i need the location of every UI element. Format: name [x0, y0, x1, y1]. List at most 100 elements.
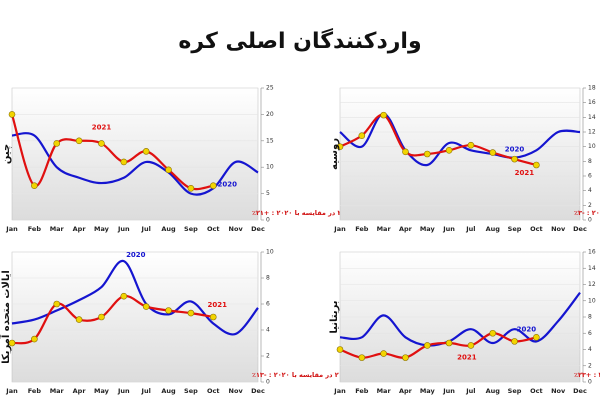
x-tick-label: Sep [184, 387, 198, 395]
data-point [75, 137, 83, 145]
y-tick-label: 8 [266, 275, 270, 282]
x-tick-label: Oct [530, 225, 543, 233]
y-tick-label: 14 [588, 265, 596, 272]
annotation: ژانویه-اکتبر ۲۰۲۱ در مقایسه با ۲۰۲۰ : +۲… [574, 371, 600, 379]
line-series [11, 259, 259, 336]
x-tick-label: Feb [28, 387, 42, 395]
data-point [165, 166, 172, 174]
y-tick-label: 8 [588, 314, 592, 321]
data-point [120, 292, 128, 300]
data-point [98, 313, 105, 321]
x-tick-label: Jun [117, 225, 130, 233]
data-point [423, 150, 431, 158]
x-tick-label: Oct [207, 387, 220, 395]
data-point [187, 185, 195, 192]
data-point [31, 182, 38, 189]
country-label: روسیه [329, 138, 340, 170]
y-tick-label: 18 [588, 85, 596, 92]
y-tick-label: 0 [588, 217, 592, 224]
x-tick-label: Nov [551, 387, 566, 395]
x-tick-label: Jan [333, 225, 346, 233]
plot-area [339, 87, 581, 221]
y-tick-label: 12 [588, 129, 596, 136]
x-tick-label: Dec [251, 387, 265, 395]
series-label: 2021 [457, 353, 477, 361]
data-point [533, 334, 540, 341]
series-label: 2020 [126, 251, 146, 259]
y-tick-label: 15 [266, 137, 274, 144]
line-series [339, 113, 537, 167]
data-point [336, 346, 344, 353]
series-label: 2020 [517, 325, 537, 333]
line-series [339, 332, 537, 359]
data-point [467, 141, 475, 149]
data-point [402, 148, 409, 156]
x-tick-label: Feb [28, 225, 42, 233]
x-tick-label: Aug [486, 225, 501, 233]
data-point [209, 182, 217, 189]
data-point [402, 354, 409, 361]
y-tick-label: 0 [266, 217, 270, 224]
y-tick-label: 20 [266, 111, 274, 118]
x-tick-label: Mar [50, 387, 65, 395]
x-tick-label: Jul [465, 387, 475, 395]
x-tick-label: Apr [399, 387, 413, 395]
x-tick-label: Dec [573, 225, 587, 233]
x-tick-label: Nov [229, 387, 244, 395]
data-point [209, 313, 217, 321]
data-point [53, 140, 61, 147]
data-point [445, 339, 453, 347]
data-point [165, 307, 172, 314]
data-point [8, 111, 16, 118]
data-point [142, 303, 150, 310]
data-point [380, 350, 387, 357]
data-point [31, 335, 38, 343]
x-tick-label: May [420, 225, 436, 233]
data-point [533, 161, 540, 169]
y-tick-label: 6 [588, 173, 592, 180]
x-tick-label: Sep [508, 225, 522, 233]
data-point [187, 309, 195, 317]
y-tick-label: 10 [266, 249, 274, 256]
country-label: ایالات متحده آمریکا [0, 270, 12, 364]
page-title: واردکنندگان اصلی کره [178, 27, 421, 54]
y-tick-label: 25 [266, 85, 274, 92]
y-tick-label: 4 [588, 346, 592, 353]
x-tick-label: Oct [207, 225, 220, 233]
y-tick-label: 10 [588, 143, 596, 150]
x-tick-label: May [94, 387, 110, 395]
annotation: ژانویه-اکتبر ۲۰۲۱ در مقایسه با ۲۰۲۰ : -۳… [574, 209, 600, 217]
y-tick-label: 6 [266, 301, 270, 308]
y-tick-label: 2 [588, 362, 592, 369]
x-tick-label: Sep [508, 387, 522, 395]
x-tick-label: Nov [229, 225, 244, 233]
y-tick-label: 6 [588, 330, 592, 337]
x-tick-label: Mar [377, 387, 392, 395]
x-tick-label: Jun [117, 387, 130, 395]
y-tick-label: 8 [588, 158, 592, 165]
line-series [10, 114, 214, 191]
y-tick-label: 0 [588, 379, 592, 386]
x-tick-label: May [420, 387, 436, 395]
series-label: 2021 [92, 123, 112, 131]
data-point [336, 143, 344, 150]
x-tick-label: Jun [442, 387, 455, 395]
data-point [489, 149, 497, 156]
data-point [53, 300, 61, 308]
x-tick-label: Jul [141, 387, 151, 395]
y-tick-label: 5 [266, 190, 270, 197]
x-tick-label: Mar [50, 225, 65, 233]
x-tick-label: Dec [573, 387, 587, 395]
y-tick-label: 4 [588, 187, 592, 194]
country-label: چین [1, 144, 12, 164]
data-point [467, 342, 475, 349]
x-tick-label: Jan [5, 225, 18, 233]
data-point [8, 339, 16, 347]
data-point [380, 111, 387, 119]
x-tick-label: Feb [355, 387, 369, 395]
annotation: ژانویه-اکتبر ۲۰۲۱ در مقایسه با ۲۰۲۰ : -۱… [252, 371, 390, 379]
country-label: بریتانیا [329, 300, 340, 333]
data-point [98, 140, 105, 147]
y-tick-label: 14 [588, 114, 596, 121]
